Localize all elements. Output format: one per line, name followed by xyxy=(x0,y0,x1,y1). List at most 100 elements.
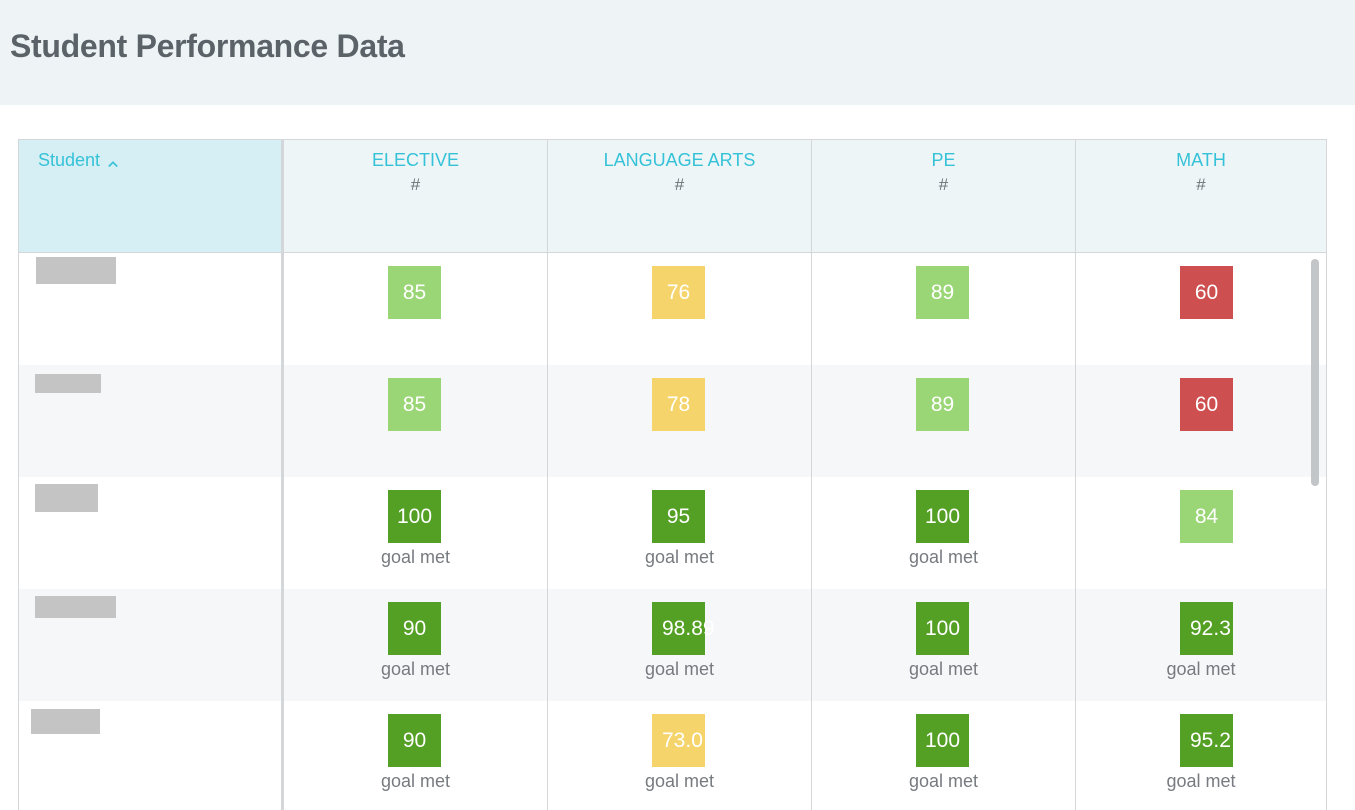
column-name[interactable]: MATH xyxy=(1176,150,1226,170)
score-badge[interactable]: 84 xyxy=(1180,490,1233,543)
score-value: 95 xyxy=(666,505,691,528)
score-cell-math: 60 xyxy=(1076,253,1326,365)
score-badge[interactable]: 85 xyxy=(388,266,441,319)
score-badge[interactable]: 89 xyxy=(916,266,969,319)
column-unit: # xyxy=(674,175,685,194)
student-cell xyxy=(19,477,284,589)
score-value: 89 xyxy=(930,281,955,304)
column-name[interactable]: ELECTIVE xyxy=(371,150,460,170)
score-badge[interactable]: 60 xyxy=(1180,266,1233,319)
score-cell-elective: 90 goal met xyxy=(284,589,548,701)
table-row: 85 78 89 60 xyxy=(19,365,1326,477)
score-value: 100 xyxy=(396,505,433,528)
score-badge[interactable]: 95 xyxy=(652,490,705,543)
chevron-up-icon xyxy=(108,161,118,168)
score-cell-language-arts: 95 goal met xyxy=(548,477,812,589)
student-cell xyxy=(19,253,284,365)
column-unit: # xyxy=(938,175,949,194)
redacted-student-name xyxy=(35,374,101,393)
score-badge[interactable]: 73.0 xyxy=(652,714,705,767)
table-body: 85 76 89 60 85 78 89 60 100 goal met 95 goal met 100… xyxy=(19,253,1326,810)
redacted-student-name xyxy=(31,709,100,734)
redacted-student-name xyxy=(35,596,116,618)
page-title: Student Performance Data xyxy=(10,28,405,64)
goal-status: goal met xyxy=(908,547,979,567)
score-badge[interactable]: 100 xyxy=(916,490,969,543)
column-unit: # xyxy=(1196,175,1206,194)
score-badge[interactable]: 85 xyxy=(388,378,441,431)
goal-status: goal met xyxy=(908,659,979,679)
score-cell-pe: 100 goal met xyxy=(812,701,1076,810)
score-cell-language-arts: 73.0 goal met xyxy=(548,701,812,810)
table-header-row: Student ELECTIVE # LANGUAGE ARTS # PE # … xyxy=(19,140,1326,253)
student-cell xyxy=(19,365,284,477)
score-value: 78 xyxy=(666,393,691,416)
goal-status: goal met xyxy=(380,547,451,567)
score-badge[interactable]: 78 xyxy=(652,378,705,431)
score-cell-pe: 89 xyxy=(812,253,1076,365)
score-value: 100 xyxy=(924,729,961,752)
score-value: 89 xyxy=(930,393,955,416)
performance-table: Student ELECTIVE # LANGUAGE ARTS # PE # … xyxy=(18,139,1327,810)
score-value: 92.3 xyxy=(1190,617,1231,640)
column-header-elective: ELECTIVE # xyxy=(284,140,548,252)
score-cell-math: 84 xyxy=(1076,477,1326,589)
column-header-math: MATH # xyxy=(1076,140,1326,252)
student-header-label: Student xyxy=(38,150,101,170)
score-value: 90 xyxy=(402,729,427,752)
score-cell-pe: 100 goal met xyxy=(812,589,1076,701)
goal-status: goal met xyxy=(380,659,451,679)
goal-status: goal met xyxy=(1166,659,1236,679)
score-cell-math: 92.3 goal met xyxy=(1076,589,1326,701)
score-cell-math: 60 xyxy=(1076,365,1326,477)
score-badge[interactable]: 95.2 xyxy=(1180,714,1233,767)
student-cell xyxy=(19,701,284,810)
score-value: 73.0 xyxy=(662,729,703,752)
goal-status: goal met xyxy=(644,771,715,791)
score-value: 95.2 xyxy=(1190,729,1231,752)
score-badge[interactable]: 76 xyxy=(652,266,705,319)
score-value: 100 xyxy=(924,505,961,528)
student-column-header: Student xyxy=(19,140,284,252)
score-value: 60 xyxy=(1194,281,1219,304)
score-badge[interactable]: 98.89 xyxy=(652,602,715,655)
goal-status: goal met xyxy=(644,659,715,679)
score-cell-pe: 89 xyxy=(812,365,1076,477)
score-value: 90 xyxy=(402,617,427,640)
table-row: 90 goal met 98.89 goal met 100 goal met 92.3 go… xyxy=(19,589,1326,701)
score-value: 84 xyxy=(1194,505,1219,528)
goal-status: goal met xyxy=(644,547,715,567)
score-badge[interactable]: 60 xyxy=(1180,378,1233,431)
score-badge[interactable]: 100 xyxy=(388,490,441,543)
page-header: Student Performance Data xyxy=(0,0,1355,105)
column-header-pe: PE # xyxy=(812,140,1076,252)
goal-status: goal met xyxy=(380,771,451,791)
score-cell-language-arts: 76 xyxy=(548,253,812,365)
score-value: 98.89 xyxy=(662,617,715,640)
score-badge[interactable]: 100 xyxy=(916,602,969,655)
redacted-student-name xyxy=(36,257,116,284)
column-unit: # xyxy=(410,175,421,194)
goal-status: goal met xyxy=(1166,771,1236,791)
score-value: 85 xyxy=(402,281,427,304)
column-header-language-arts: LANGUAGE ARTS # xyxy=(548,140,812,252)
score-badge[interactable]: 90 xyxy=(388,714,441,767)
score-badge[interactable]: 90 xyxy=(388,602,441,655)
column-name[interactable]: PE xyxy=(931,150,956,170)
score-badge[interactable]: 92.3 xyxy=(1180,602,1233,655)
score-cell-language-arts: 98.89 goal met xyxy=(548,589,812,701)
column-name[interactable]: LANGUAGE ARTS xyxy=(603,150,756,170)
score-value: 85 xyxy=(402,393,427,416)
score-value: 100 xyxy=(924,617,961,640)
vertical-scrollbar[interactable] xyxy=(1311,259,1319,486)
redacted-student-name xyxy=(35,484,98,512)
student-sort-button[interactable]: Student xyxy=(38,150,118,171)
score-cell-elective: 100 goal met xyxy=(284,477,548,589)
score-value: 76 xyxy=(666,281,691,304)
score-cell-elective: 90 goal met xyxy=(284,701,548,810)
score-cell-pe: 100 goal met xyxy=(812,477,1076,589)
score-badge[interactable]: 89 xyxy=(916,378,969,431)
score-badge[interactable]: 100 xyxy=(916,714,969,767)
score-cell-elective: 85 xyxy=(284,253,548,365)
table-row: 85 76 89 60 xyxy=(19,253,1326,365)
